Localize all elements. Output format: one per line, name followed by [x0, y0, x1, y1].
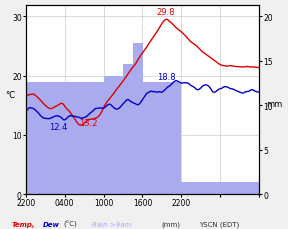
Bar	[104, 76, 123, 194]
Text: Temp,: Temp,	[12, 221, 35, 227]
Bar	[123, 65, 133, 194]
Bar	[181, 183, 259, 194]
Bar	[26, 82, 65, 194]
Text: (°C): (°C)	[63, 220, 77, 227]
Bar	[65, 82, 104, 194]
Text: 18.8: 18.8	[157, 73, 175, 82]
Text: 12.4: 12.4	[49, 123, 67, 132]
Y-axis label: °C: °C	[5, 91, 16, 100]
Y-axis label: mm: mm	[266, 100, 283, 109]
Text: 13.2: 13.2	[79, 118, 98, 127]
Bar	[143, 82, 181, 194]
Bar	[133, 44, 143, 194]
Text: Rain >9am: Rain >9am	[92, 221, 132, 227]
Text: Dew: Dew	[43, 221, 60, 227]
Text: 29.8: 29.8	[157, 8, 175, 17]
Text: (mm): (mm)	[161, 220, 180, 227]
Text: YSCN (EDT): YSCN (EDT)	[199, 220, 239, 227]
